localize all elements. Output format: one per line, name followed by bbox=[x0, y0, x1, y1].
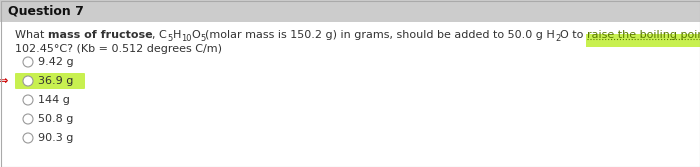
Text: 9.42 g: 9.42 g bbox=[38, 57, 74, 67]
Text: 5: 5 bbox=[200, 34, 205, 43]
Bar bbox=[0, 0, 700, 22]
Circle shape bbox=[23, 57, 33, 67]
Text: 90.3 g: 90.3 g bbox=[38, 133, 74, 143]
Text: O: O bbox=[191, 30, 200, 40]
Bar bbox=[0, 22, 700, 167]
Text: mass of fructose: mass of fructose bbox=[48, 30, 153, 40]
Text: 5: 5 bbox=[167, 34, 172, 43]
Text: 10: 10 bbox=[181, 34, 191, 43]
Text: 36.9 g: 36.9 g bbox=[38, 76, 74, 86]
Text: 102.45°C? (Kb = 0.512 degrees C/m): 102.45°C? (Kb = 0.512 degrees C/m) bbox=[15, 44, 222, 54]
Circle shape bbox=[23, 95, 33, 105]
Circle shape bbox=[23, 133, 33, 143]
Circle shape bbox=[23, 76, 33, 86]
Text: H: H bbox=[172, 30, 181, 40]
Text: 144 g: 144 g bbox=[38, 95, 70, 105]
Text: ⇒: ⇒ bbox=[0, 76, 8, 86]
Text: 50.8 g: 50.8 g bbox=[38, 114, 74, 124]
FancyBboxPatch shape bbox=[15, 73, 85, 89]
Text: (molar mass is 150.2 g) in grams, should be added to 50.0 g H: (molar mass is 150.2 g) in grams, should… bbox=[205, 30, 555, 40]
Bar bbox=[587, 34, 700, 47]
Text: , C: , C bbox=[153, 30, 167, 40]
Text: Question 7: Question 7 bbox=[8, 5, 84, 18]
Text: What: What bbox=[15, 30, 48, 40]
Text: O to: O to bbox=[561, 30, 587, 40]
Text: raise the boiling point: raise the boiling point bbox=[587, 30, 700, 40]
Circle shape bbox=[23, 114, 33, 124]
Text: 2: 2 bbox=[555, 34, 561, 43]
